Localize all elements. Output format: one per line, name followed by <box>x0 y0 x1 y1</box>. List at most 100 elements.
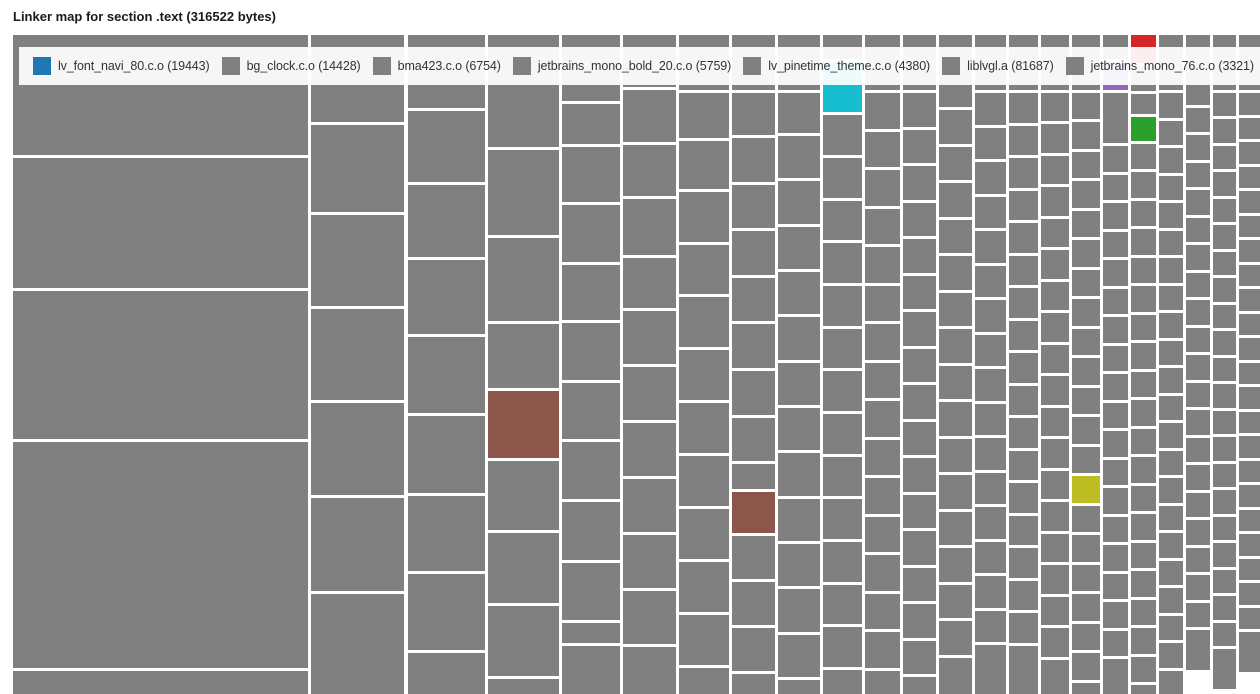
treemap-cell[interactable] <box>865 555 900 591</box>
treemap-cell[interactable] <box>1213 278 1236 302</box>
treemap-cell[interactable] <box>1131 315 1156 340</box>
treemap-cell[interactable] <box>1239 387 1260 409</box>
treemap-cell[interactable] <box>823 286 862 326</box>
treemap-cell[interactable] <box>1072 270 1100 296</box>
treemap-cell[interactable] <box>1213 649 1236 689</box>
treemap-cell[interactable] <box>823 585 862 624</box>
treemap-cell[interactable] <box>1072 565 1100 591</box>
treemap-cell[interactable] <box>1213 570 1236 593</box>
treemap-cell[interactable] <box>1041 628 1069 657</box>
treemap-cell[interactable] <box>679 141 729 189</box>
treemap-cell[interactable] <box>1159 341 1183 365</box>
treemap-cell[interactable] <box>732 464 775 489</box>
treemap-cell[interactable] <box>408 574 485 650</box>
treemap-cell[interactable] <box>1213 517 1236 540</box>
treemap-cell[interactable] <box>1239 461 1260 482</box>
treemap-cell[interactable] <box>939 585 972 618</box>
treemap-cell[interactable] <box>1186 108 1210 132</box>
treemap-cell[interactable] <box>1131 429 1156 454</box>
treemap-cell[interactable] <box>1072 211 1100 237</box>
treemap-cell[interactable] <box>1009 353 1038 383</box>
treemap-cell[interactable] <box>1186 218 1210 242</box>
treemap-cell[interactable] <box>1041 124 1069 153</box>
treemap-cell[interactable] <box>1159 478 1183 503</box>
treemap-cell[interactable] <box>679 93 729 138</box>
treemap-cell[interactable] <box>1041 345 1069 373</box>
treemap-cell[interactable] <box>1072 653 1100 680</box>
treemap-cell[interactable] <box>1213 93 1236 116</box>
treemap-cell[interactable] <box>975 576 1006 608</box>
treemap-cell[interactable] <box>939 512 972 545</box>
treemap-cell[interactable] <box>778 227 820 269</box>
treemap-cell[interactable] <box>975 611 1006 642</box>
treemap-cell[interactable] <box>1239 142 1260 164</box>
treemap-cell[interactable] <box>1103 232 1128 257</box>
treemap-cell[interactable] <box>1159 423 1183 448</box>
treemap-cell[interactable] <box>1072 122 1100 149</box>
treemap-cell[interactable] <box>939 293 972 326</box>
treemap-cell[interactable] <box>1239 363 1260 384</box>
treemap-cell[interactable] <box>1239 534 1260 556</box>
treemap-cell[interactable] <box>1213 490 1236 514</box>
treemap-cell[interactable] <box>1239 93 1260 115</box>
treemap-cell[interactable] <box>1131 343 1156 369</box>
treemap-cell[interactable] <box>1239 436 1260 458</box>
treemap-cell[interactable] <box>562 646 620 694</box>
treemap-cell[interactable] <box>1159 203 1183 228</box>
treemap-cell[interactable] <box>865 363 900 398</box>
treemap-cell[interactable] <box>823 243 862 283</box>
treemap-cell[interactable] <box>1041 282 1069 310</box>
treemap-cell[interactable] <box>865 594 900 629</box>
treemap-cell[interactable] <box>1009 386 1038 415</box>
treemap-cell[interactable] <box>1041 376 1069 405</box>
treemap-cell[interactable] <box>1186 190 1210 215</box>
treemap-cell[interactable] <box>778 499 820 541</box>
treemap-cell[interactable] <box>1009 256 1038 285</box>
treemap-cell[interactable] <box>1186 520 1210 545</box>
treemap-cell[interactable] <box>865 440 900 475</box>
treemap-cell[interactable] <box>1009 126 1038 155</box>
treemap-cell[interactable] <box>1041 502 1069 531</box>
treemap-cell[interactable] <box>1159 561 1183 585</box>
treemap-cell[interactable] <box>1159 121 1183 145</box>
treemap-cell[interactable] <box>1103 175 1128 200</box>
treemap-cell[interactable] <box>1186 273 1210 297</box>
treemap-cell[interactable] <box>623 367 676 420</box>
treemap-cell[interactable] <box>1072 683 1100 694</box>
treemap-cell[interactable] <box>1072 624 1100 650</box>
treemap-cell[interactable] <box>939 366 972 399</box>
treemap-cell[interactable] <box>408 260 485 334</box>
treemap-cell[interactable] <box>1009 613 1038 643</box>
treemap-cell[interactable] <box>1213 384 1236 408</box>
treemap-cell[interactable] <box>1131 201 1156 226</box>
treemap-cell[interactable] <box>1131 514 1156 540</box>
treemap-cell[interactable] <box>1072 181 1100 208</box>
treemap-cell[interactable] <box>1041 187 1069 216</box>
treemap-cell[interactable] <box>1131 628 1156 654</box>
treemap-cell[interactable] <box>865 170 900 206</box>
treemap-cell[interactable] <box>939 110 972 144</box>
treemap-cell[interactable] <box>408 185 485 257</box>
treemap-cell[interactable] <box>1213 199 1236 222</box>
treemap-cell[interactable] <box>778 272 820 314</box>
treemap-cell[interactable] <box>865 478 900 514</box>
treemap-cell[interactable] <box>1103 260 1128 286</box>
treemap-cell[interactable] <box>311 594 404 694</box>
treemap-cell[interactable] <box>1103 317 1128 343</box>
treemap-cell[interactable] <box>679 192 729 242</box>
treemap-cell[interactable] <box>778 181 820 224</box>
treemap-cell[interactable] <box>903 239 936 273</box>
treemap-cell[interactable] <box>1186 410 1210 435</box>
treemap-cell[interactable] <box>1009 321 1038 350</box>
treemap-cell[interactable] <box>1009 418 1038 448</box>
treemap-cell[interactable] <box>562 147 620 202</box>
treemap-cell[interactable] <box>1072 388 1100 414</box>
treemap-cell[interactable] <box>623 535 676 588</box>
treemap-cell[interactable] <box>1239 265 1260 286</box>
treemap-cell[interactable] <box>778 317 820 360</box>
treemap-cell[interactable] <box>1103 93 1128 143</box>
treemap-cell[interactable] <box>975 93 1006 125</box>
treemap-cell[interactable] <box>1239 510 1260 531</box>
treemap-cell[interactable] <box>488 606 559 676</box>
treemap-cell[interactable] <box>1186 135 1210 160</box>
